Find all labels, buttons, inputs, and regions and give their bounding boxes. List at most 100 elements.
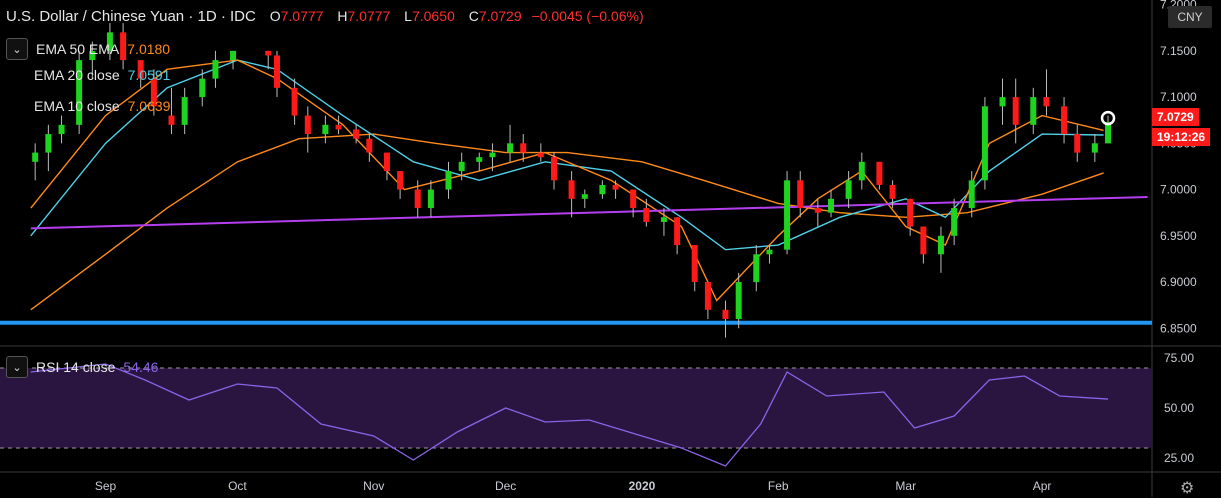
time-axis: Sep Oct Nov Dec 2020 Feb Mar Apr <box>95 479 1052 493</box>
time-tick-label: Sep <box>95 479 117 493</box>
candle-body <box>397 171 404 190</box>
candle-body <box>599 184 606 195</box>
candle-body <box>814 208 821 213</box>
candle-body <box>1091 143 1098 153</box>
candle <box>168 87 175 135</box>
time-tick-label: 2020 <box>629 479 656 493</box>
price-axis: 6.85006.90006.95007.00007.05007.10007.15… <box>1160 0 1197 465</box>
collapse-chevron-icon[interactable]: ⌄ <box>6 38 28 60</box>
candle-body <box>304 115 311 135</box>
candle <box>322 115 329 144</box>
rsi-line <box>30 363 1109 467</box>
candle <box>366 134 373 162</box>
candle <box>907 198 914 236</box>
candle <box>150 69 157 116</box>
candle <box>858 152 865 190</box>
candle-body <box>537 152 544 158</box>
candle-body <box>784 180 791 250</box>
gear-icon[interactable]: ⚙ <box>1180 480 1195 497</box>
candle-body <box>150 78 157 107</box>
candle <box>89 41 96 79</box>
candle-body <box>168 115 175 125</box>
candle <box>660 208 667 236</box>
candle <box>630 189 637 218</box>
candle <box>1030 87 1037 135</box>
candle-body <box>76 60 83 125</box>
candle <box>76 50 83 135</box>
candle-body <box>106 32 113 51</box>
candle-body <box>212 60 219 79</box>
currency-button[interactable]: CNY <box>1168 6 1212 28</box>
candle-body <box>889 184 896 199</box>
indicator-ema20: EMA 20 close 7.0591 <box>34 67 170 83</box>
candle-body <box>120 32 127 61</box>
candle <box>106 23 113 61</box>
indicator-ema10: EMA 10 close 7.0639 <box>34 98 170 114</box>
candle-body <box>353 129 360 139</box>
candle <box>476 152 483 172</box>
indicator-name: EMA 10 close <box>34 98 120 114</box>
open-value: 7.0777 <box>280 8 324 24</box>
candle-body <box>322 124 329 135</box>
candle-body <box>1030 97 1037 125</box>
candle <box>951 198 958 246</box>
open-key: O <box>269 8 281 24</box>
candle-body <box>1043 97 1050 107</box>
candle-body <box>489 152 496 158</box>
candle-body <box>704 282 711 310</box>
candle <box>520 134 527 162</box>
rsi-tick-label: 25.00 <box>1164 451 1194 465</box>
candle <box>735 272 742 329</box>
candle-body <box>89 50 96 61</box>
price-tick-label: 6.9500 <box>1160 229 1197 243</box>
candle <box>120 23 127 70</box>
ema-line <box>30 59 1104 302</box>
candle <box>1043 69 1050 116</box>
candle-body <box>1012 97 1019 125</box>
candle-body <box>476 157 483 162</box>
ema-line <box>30 133 1104 311</box>
candle-body <box>383 152 390 172</box>
indicator-lines <box>0 59 1152 325</box>
candle-body <box>735 282 742 320</box>
candle-body <box>660 217 667 222</box>
candle <box>265 50 272 70</box>
candle-body <box>58 124 65 135</box>
candle <box>766 245 773 264</box>
countdown-badge: 19:12:26 <box>1152 128 1211 146</box>
indicator-value: 54.46 <box>123 359 159 375</box>
candle-body <box>999 97 1006 107</box>
candle-body <box>1074 134 1081 153</box>
price-tick-label: 6.8500 <box>1160 321 1197 335</box>
candle-body <box>137 60 144 79</box>
candle-body <box>981 106 988 181</box>
candle-body <box>335 124 342 130</box>
candle <box>353 124 360 144</box>
candle-body <box>507 143 514 153</box>
time-tick-label: Oct <box>228 479 247 493</box>
collapse-chevron-icon[interactable]: ⌄ <box>6 356 28 378</box>
candle-body <box>828 198 835 213</box>
candle <box>489 143 496 172</box>
candle-body <box>691 245 698 283</box>
candle <box>845 171 852 209</box>
candle-body <box>630 189 637 209</box>
time-tick-label: Dec <box>495 479 516 493</box>
rsi-tick-label: 75.00 <box>1164 351 1194 365</box>
candle <box>876 161 883 190</box>
candle-body <box>1105 122 1112 144</box>
change-value: −0.0045 (−0.06%) <box>531 8 644 24</box>
price-tick-label: 7.1500 <box>1160 44 1197 58</box>
candle-body <box>968 180 975 209</box>
time-tick-label: Apr <box>1033 479 1052 493</box>
candle <box>383 152 390 181</box>
candle <box>981 97 988 190</box>
candle-body <box>766 249 773 255</box>
candle-body <box>366 138 373 153</box>
indicator-ema50: ⌄ EMA 50 EMA 7.0180 <box>6 38 170 60</box>
candle-body <box>32 152 39 162</box>
high-key: H <box>337 8 348 24</box>
candle-body <box>845 180 852 199</box>
candle <box>1012 78 1019 144</box>
